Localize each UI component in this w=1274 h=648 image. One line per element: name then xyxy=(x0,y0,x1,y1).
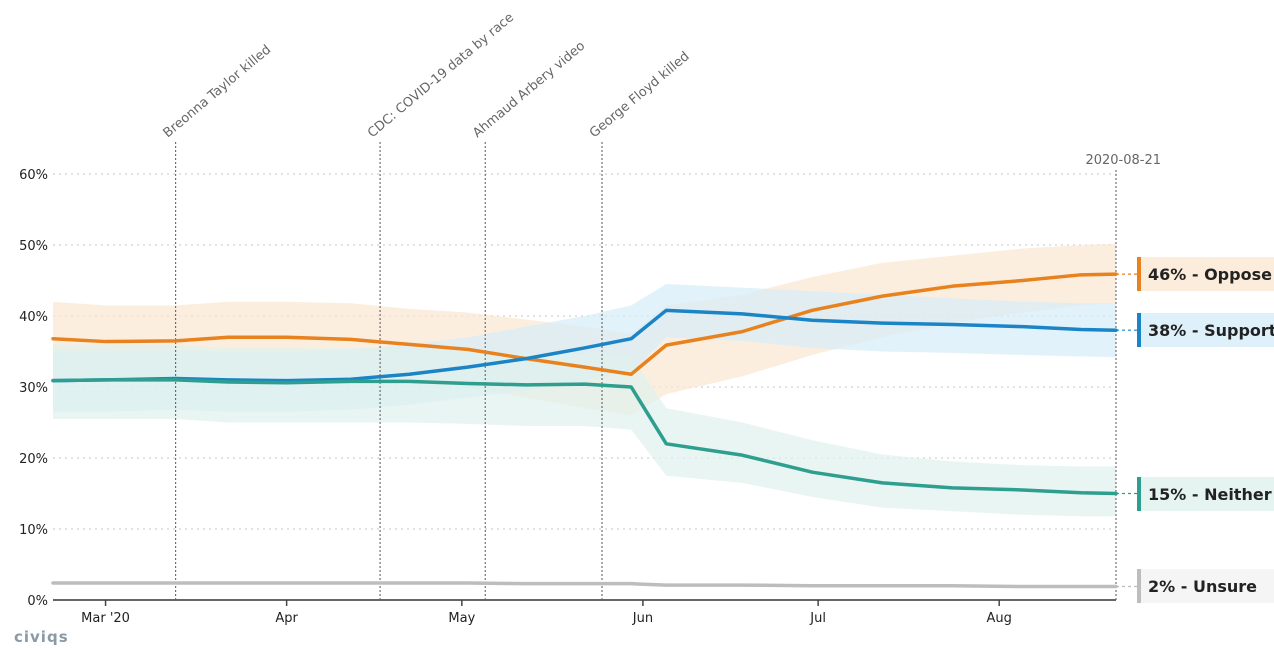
event-label: Ahmaud Arbery video xyxy=(470,39,588,142)
y-tick-label: 50% xyxy=(19,239,48,254)
x-tick-label: Mar '20 xyxy=(81,611,130,626)
end-labels-legend: 46% - Oppose 38% - Support 15% - Neither 2%… xyxy=(1116,257,1274,603)
x-tick-label: May xyxy=(448,611,475,626)
confidence-bands xyxy=(53,243,1116,588)
legend-label-unsure: 2% - Unsure xyxy=(1148,577,1257,596)
legend-swatch xyxy=(1137,257,1141,291)
legend-label-bg xyxy=(1138,313,1274,347)
x-tick-label: Jun xyxy=(632,611,653,626)
band-neither xyxy=(53,344,1116,517)
event-label: Breonna Taylor killed xyxy=(161,42,275,141)
line-support xyxy=(51,308,1118,383)
legend-label-bg xyxy=(1138,477,1274,511)
x-tick-label: Apr xyxy=(275,611,298,626)
legend-label-bg xyxy=(1138,257,1274,291)
civiqs-logo: civiqs xyxy=(14,628,69,646)
legend-swatch xyxy=(1137,569,1141,603)
end-date-label: 2020-08-21 xyxy=(1085,153,1161,168)
legend-swatch xyxy=(1137,313,1141,347)
legend-label-support: 38% - Support xyxy=(1148,321,1274,340)
event-label: George Floyd killed xyxy=(587,49,693,141)
line-unsure xyxy=(51,581,1118,589)
line-oppose xyxy=(51,272,1118,376)
y-tick-label: 20% xyxy=(19,452,48,467)
legend-label-oppose: 46% - Oppose xyxy=(1148,265,1272,284)
y-tick-label: 0% xyxy=(27,594,48,609)
legend-label-neither: 15% - Neither xyxy=(1148,485,1272,504)
x-tick-label: Jul xyxy=(809,611,826,626)
legend-label-bg xyxy=(1138,569,1274,603)
y-tick-label: 30% xyxy=(19,381,48,396)
line-neither xyxy=(51,378,1118,496)
y-tick-label: 60% xyxy=(19,168,48,183)
y-tick-label: 10% xyxy=(19,523,48,538)
x-tick-label: Aug xyxy=(986,611,1011,626)
y-tick-label: 40% xyxy=(19,310,48,325)
series-lines xyxy=(51,272,1118,589)
legend-swatch xyxy=(1137,477,1141,511)
axes: 0% 10% 20% 30% 40% 50% 60% Mar '20 Apr May Jun Jul A… xyxy=(19,168,1116,626)
